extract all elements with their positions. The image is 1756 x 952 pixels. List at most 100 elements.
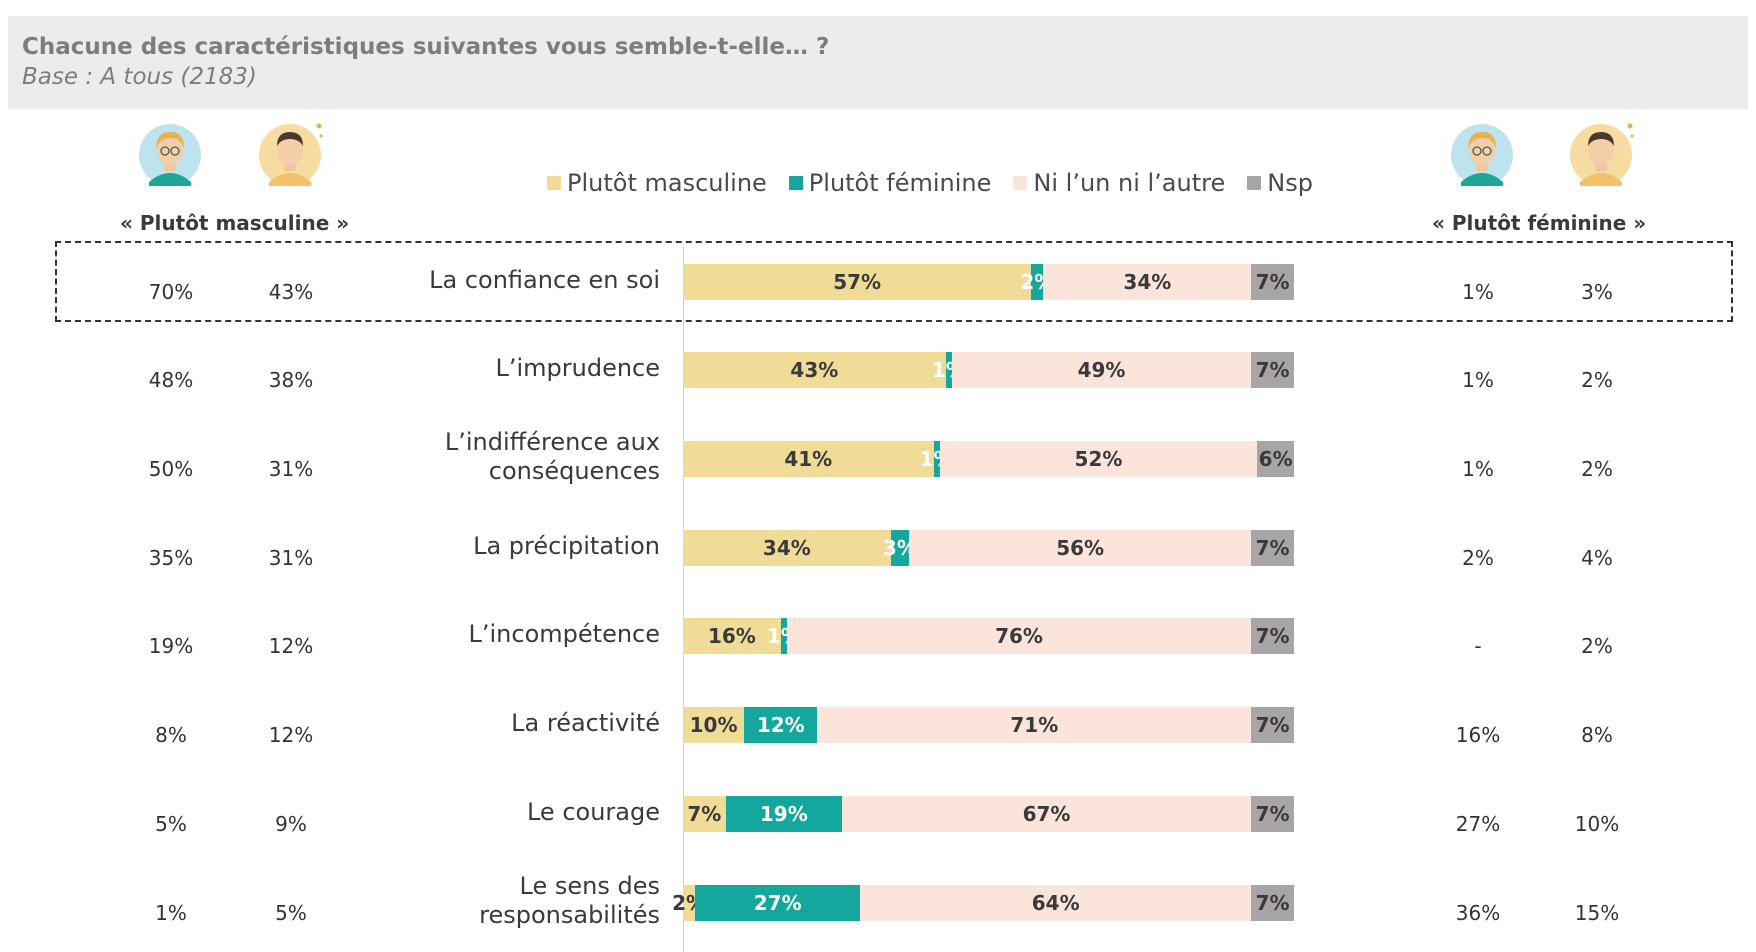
masculine-men-value: 12% [268, 723, 314, 747]
left-column-header: « Plutôt masculine » [120, 211, 350, 235]
bar-segment-neither: 52% [939, 441, 1258, 477]
bar-segment-nsp: 7% [1251, 352, 1294, 388]
bar-segment-feminine: 2% [1020, 264, 1054, 300]
masculine-women-value: 35% [148, 546, 194, 570]
bar-segment-masculine: 41% [683, 441, 934, 477]
masculine-women-value: 19% [148, 634, 194, 658]
bar-segment-feminine: 3% [883, 530, 917, 566]
category-label: La confiance en soi [429, 265, 660, 294]
feminine-men-value: 2% [1581, 634, 1613, 658]
data-label: 56% [1056, 536, 1105, 560]
woman-avatar-icon [1451, 124, 1513, 186]
data-label: 19% [759, 802, 808, 826]
bar-segment-neither: 34% [1043, 264, 1252, 300]
bar-segment-neither: 76% [786, 618, 1252, 654]
masculine-men-value: 31% [268, 546, 314, 570]
legend-swatch-masculine [547, 176, 561, 190]
masculine-women-value: 5% [155, 812, 187, 836]
category-label: La précipitation [473, 531, 660, 560]
legend-label-nsp: Nsp [1267, 169, 1313, 197]
data-label: 7% [1255, 713, 1290, 737]
feminine-men-value: 4% [1581, 546, 1613, 570]
chart-legend: Plutôt masculine Plutôt féminine Ni l’un… [547, 168, 1313, 198]
category-label: L’incompétence [468, 619, 660, 648]
feminine-men-value: 10% [1574, 812, 1620, 836]
category-label: L’imprudence [495, 353, 660, 382]
bar-segment-neither: 56% [909, 530, 1252, 566]
data-label: 52% [1074, 447, 1123, 471]
masculine-men-value: 38% [268, 368, 314, 392]
header-banner: Chacune des caractéristiques suivantes v… [8, 16, 1748, 109]
data-label: 7% [1255, 624, 1290, 648]
masculine-women-value: 48% [148, 368, 194, 392]
category-label: L’indifférence aux conséquences [444, 428, 660, 485]
data-label: 76% [995, 624, 1043, 648]
data-label: 71% [1010, 713, 1059, 737]
data-label: 64% [1031, 891, 1080, 915]
feminine-women-value: 36% [1455, 901, 1501, 925]
masculine-women-value: 8% [155, 723, 187, 747]
data-label: 12% [756, 713, 805, 737]
category-label: Le sens des responsabilités [479, 872, 660, 929]
legend-item-masculine: Plutôt masculine [547, 169, 767, 197]
legend-label-masculine: Plutôt masculine [567, 169, 767, 197]
bar-segment-neither: 49% [951, 352, 1252, 388]
masculine-women-value: 50% [148, 457, 194, 481]
bar-segment-masculine: 34% [683, 530, 891, 566]
data-label: 7% [687, 802, 722, 826]
bar-segment-masculine: 16% [683, 618, 781, 654]
bar-segment-neither: 64% [860, 885, 1252, 921]
masculine-men-value: 31% [268, 457, 314, 481]
bar-segment-feminine: 19% [725, 796, 842, 832]
data-label: 7% [1255, 891, 1290, 915]
masculine-men-value: 5% [275, 901, 307, 925]
data-label: 10% [689, 713, 738, 737]
bar-segment-nsp: 7% [1251, 707, 1294, 743]
feminine-men-value: 2% [1581, 368, 1613, 392]
data-label: 16% [707, 624, 756, 648]
data-label: 57% [833, 270, 882, 294]
bar-segment-nsp: 7% [1251, 264, 1294, 300]
bar-segment-masculine: 10% [683, 707, 745, 743]
feminine-women-value: 16% [1455, 723, 1501, 747]
masculine-men-value: 43% [268, 280, 314, 304]
bar-segment-nsp: 7% [1251, 618, 1294, 654]
bar-segment-neither: 67% [841, 796, 1252, 832]
data-label: 27% [753, 891, 802, 915]
data-label: 67% [1022, 802, 1071, 826]
masculine-women-value: 70% [148, 280, 194, 304]
feminine-women-value: 2% [1462, 546, 1494, 570]
category-label: Le courage [526, 797, 660, 826]
masculine-men-value: 12% [268, 634, 314, 658]
legend-swatch-nsp [1247, 176, 1262, 190]
category-label: La réactivité [511, 708, 660, 737]
data-label: 34% [1123, 270, 1172, 294]
feminine-women-value: - [1474, 634, 1482, 658]
chart-subtitle: Base : A tous (2183) [22, 64, 257, 90]
masculine-men-value: 9% [275, 812, 307, 836]
data-label: 49% [1077, 358, 1126, 382]
feminine-men-value: 8% [1581, 723, 1613, 747]
chart-axis-line [683, 246, 684, 952]
highlight-box [55, 241, 1733, 322]
bar-segment-nsp: 7% [1251, 530, 1294, 566]
feminine-women-value: 1% [1462, 368, 1494, 392]
legend-label-neither: Ni l’un ni l’autre [1033, 169, 1226, 197]
bar-segment-nsp: 7% [1251, 885, 1294, 921]
data-label: 41% [784, 447, 833, 471]
feminine-women-value: 27% [1455, 812, 1501, 836]
feminine-men-value: 2% [1581, 457, 1613, 481]
data-label: 6% [1258, 447, 1293, 471]
masculine-women-value: 1% [155, 901, 187, 925]
legend-label-feminine: Plutôt féminine [808, 169, 992, 197]
data-label: 43% [790, 358, 839, 382]
man-avatar-icon [1570, 123, 1634, 186]
data-label: 7% [1255, 802, 1290, 826]
man-avatar-icon [259, 123, 323, 186]
bar-segment-neither: 71% [817, 707, 1252, 743]
feminine-men-value: 15% [1574, 901, 1620, 925]
woman-avatar-icon [139, 124, 201, 186]
feminine-women-value: 1% [1462, 280, 1494, 304]
bar-segment-nsp: 7% [1251, 796, 1294, 832]
data-label: 7% [1255, 536, 1290, 560]
